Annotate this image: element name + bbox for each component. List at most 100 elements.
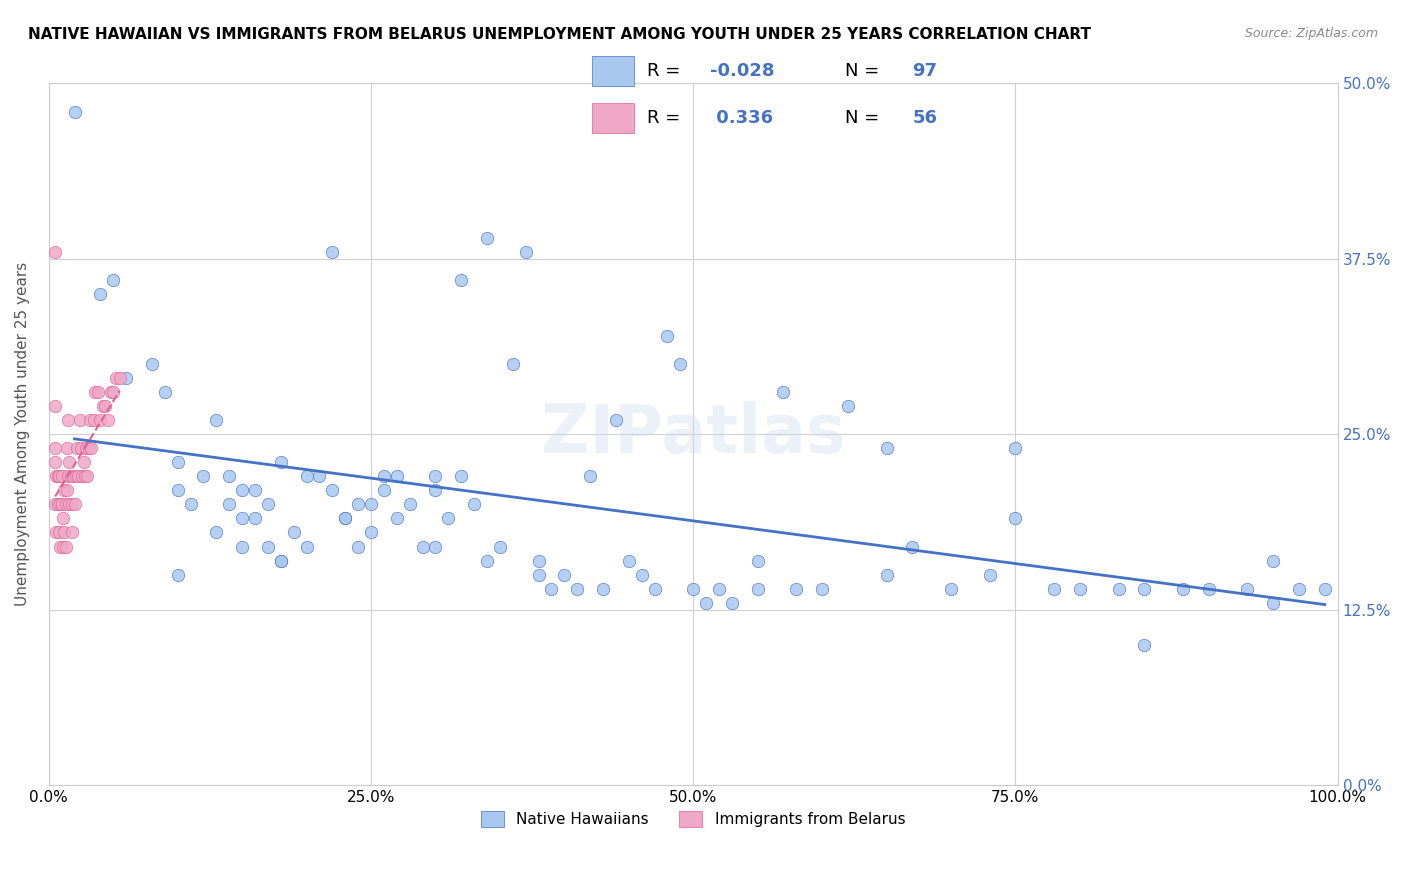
Point	[70, 442, 93, 456]
Point	[360, 525, 382, 540]
Point	[104, 371, 127, 385]
Point	[592, 582, 614, 596]
Point	[1133, 582, 1156, 596]
Point	[785, 582, 807, 596]
Point	[58, 455, 80, 469]
Point	[527, 553, 550, 567]
Point	[450, 273, 472, 287]
Point	[373, 469, 395, 483]
Point	[270, 553, 292, 567]
Point	[56, 483, 79, 498]
Point	[579, 469, 602, 483]
Point	[72, 455, 94, 469]
Text: 56: 56	[912, 109, 938, 128]
Point	[55, 498, 77, 512]
Point	[1108, 582, 1130, 596]
Point	[475, 553, 498, 567]
Point	[489, 540, 512, 554]
Point	[65, 469, 87, 483]
Point	[51, 469, 73, 483]
Point	[205, 525, 228, 540]
Point	[46, 498, 69, 512]
Point	[76, 469, 98, 483]
Text: -0.028: -0.028	[710, 62, 775, 80]
Point	[52, 540, 75, 554]
Point	[657, 329, 679, 343]
Point	[876, 442, 898, 456]
Point	[398, 498, 420, 512]
Point	[91, 399, 114, 413]
Point	[540, 582, 562, 596]
Point	[218, 498, 240, 512]
Point	[63, 104, 86, 119]
Point	[347, 498, 370, 512]
Point	[295, 540, 318, 554]
Point	[747, 553, 769, 567]
Point	[166, 567, 188, 582]
Point	[502, 357, 524, 371]
Point	[44, 498, 66, 512]
Point	[77, 442, 100, 456]
Point	[412, 540, 434, 554]
Point	[80, 442, 103, 456]
Legend: Native Hawaiians, Immigrants from Belarus: Native Hawaiians, Immigrants from Belaru…	[475, 805, 911, 834]
Point	[49, 540, 72, 554]
Point	[385, 511, 408, 525]
Point	[94, 399, 117, 413]
Point	[669, 357, 692, 371]
Point	[721, 596, 744, 610]
Point	[1263, 596, 1285, 610]
Point	[347, 540, 370, 554]
Point	[166, 483, 188, 498]
Point	[1288, 582, 1310, 596]
Point	[707, 582, 730, 596]
Point	[52, 511, 75, 525]
Point	[283, 525, 305, 540]
Point	[44, 244, 66, 259]
Point	[48, 525, 70, 540]
Text: 97: 97	[912, 62, 938, 80]
Point	[243, 511, 266, 525]
Text: ZIPatlas: ZIPatlas	[541, 401, 845, 467]
Point	[1263, 553, 1285, 567]
Point	[1313, 582, 1336, 596]
Text: N =: N =	[845, 109, 884, 128]
Point	[515, 244, 537, 259]
Point	[1171, 582, 1194, 596]
Point	[231, 483, 253, 498]
Point	[1043, 582, 1066, 596]
Point	[141, 357, 163, 371]
Point	[84, 385, 107, 400]
Point	[115, 371, 138, 385]
Point	[53, 483, 76, 498]
Point	[1198, 582, 1220, 596]
Point	[56, 442, 79, 456]
Point	[218, 469, 240, 483]
Point	[901, 540, 924, 554]
Point	[48, 469, 70, 483]
Y-axis label: Unemployment Among Youth under 25 years: Unemployment Among Youth under 25 years	[15, 262, 30, 607]
Text: R =: R =	[647, 62, 686, 80]
Point	[876, 567, 898, 582]
Point	[295, 469, 318, 483]
Point	[55, 540, 77, 554]
Point	[89, 413, 111, 427]
Text: NATIVE HAWAIIAN VS IMMIGRANTS FROM BELARUS UNEMPLOYMENT AMONG YOUTH UNDER 25 YEA: NATIVE HAWAIIAN VS IMMIGRANTS FROM BELAR…	[28, 27, 1091, 42]
Point	[695, 596, 717, 610]
Point	[308, 469, 330, 483]
Point	[425, 483, 447, 498]
Point	[60, 498, 83, 512]
Point	[58, 498, 80, 512]
Point	[463, 498, 485, 512]
Point	[939, 582, 962, 596]
Point	[62, 469, 84, 483]
Point	[45, 525, 67, 540]
Point	[44, 455, 66, 469]
Point	[1004, 511, 1026, 525]
Point	[75, 442, 97, 456]
Point	[1133, 638, 1156, 652]
Text: 0.336: 0.336	[710, 109, 773, 128]
Point	[63, 498, 86, 512]
Point	[385, 469, 408, 483]
Point	[425, 469, 447, 483]
